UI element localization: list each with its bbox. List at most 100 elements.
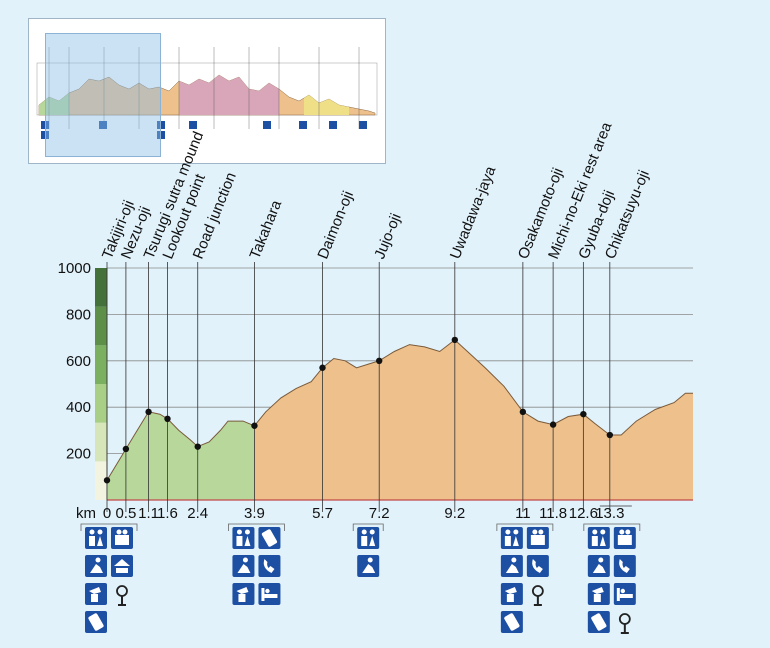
waypoint-marker — [251, 422, 258, 429]
x-tick-label: 12.6 — [569, 505, 598, 522]
elevation-scale-segment — [95, 422, 107, 462]
toilet-icon — [357, 527, 380, 549]
water-icon-spout — [591, 587, 604, 594]
waypoint-marker — [580, 410, 587, 418]
phone-icon — [258, 555, 281, 577]
water-icon-spout — [89, 587, 101, 594]
amenity-group — [228, 523, 285, 605]
water-icon-spout — [236, 587, 249, 594]
amenity-group-bracket — [352, 523, 384, 531]
toilet-icon-woman-body — [244, 536, 251, 546]
phone-icon-bg — [526, 555, 549, 577]
profile-line — [106, 339, 693, 481]
info-point-icon-head — [116, 585, 128, 597]
phone-icon — [526, 555, 549, 577]
toilet-icon-woman-body — [97, 536, 103, 546]
shop-icon-left-loop — [619, 529, 625, 535]
profile-section-area — [107, 411, 255, 500]
shop-icon — [613, 527, 636, 549]
water-icon — [232, 583, 255, 605]
phone-card-icon-card — [504, 613, 520, 631]
y-tick-label: 400 — [66, 399, 91, 416]
phone-card-icon-card — [88, 613, 104, 631]
lodging-icon — [258, 583, 281, 605]
shelter-icon-bench — [116, 568, 128, 573]
waypoint-marker — [164, 415, 171, 422]
phone-icon-handset — [619, 559, 630, 573]
profile-section-area — [254, 339, 693, 500]
shelter-icon — [111, 555, 133, 577]
rest-icon — [587, 555, 610, 577]
phone-card-icon — [587, 611, 610, 633]
toilet-icon-woman-head — [97, 529, 103, 535]
phone-card-icon-card — [591, 613, 607, 631]
y-tick-label: 1000 — [58, 260, 91, 277]
water-icon-spout — [504, 587, 517, 594]
toilet-icon-bg — [357, 527, 380, 549]
toilet-icon-man-head — [592, 529, 598, 535]
lodging-icon-headboard — [261, 588, 265, 601]
toilet-icon-man-body — [591, 536, 598, 546]
info-point-icon — [618, 613, 631, 634]
amenity-group-bracket — [80, 523, 138, 531]
amenity-group — [352, 523, 384, 577]
amenity-group-bracket — [583, 523, 641, 531]
x-tick-label: 5.7 — [312, 505, 333, 522]
shop-icon-left-loop — [532, 529, 538, 535]
phone-card-icon — [258, 527, 281, 549]
toilet-icon-man-body — [236, 536, 243, 546]
rest-icon-head — [367, 557, 373, 563]
toilet-icon-woman-body — [599, 536, 606, 546]
elevation-scale-segment — [95, 345, 107, 384]
info-point-icon — [531, 585, 544, 606]
rest-icon-head — [95, 557, 101, 563]
toilet-icon-man-head — [236, 529, 242, 535]
x-tick-label: 9.2 — [444, 505, 465, 522]
waypoint-marker — [319, 364, 326, 371]
shop-icon-box — [115, 535, 129, 545]
waypoint-name-label: Jujo-oji — [371, 211, 405, 261]
toilet-icon-bg — [587, 527, 610, 549]
y-tick-label: 600 — [66, 353, 91, 370]
rest-icon-body — [505, 564, 519, 573]
rest-icon — [232, 555, 255, 577]
waypoint-name-label: Daimon-oji — [314, 189, 357, 262]
toilet-icon-man-head — [505, 529, 511, 535]
waypoint-marker — [194, 443, 201, 450]
elevation-scale-segment — [95, 461, 107, 500]
toilet-icon-woman-head — [513, 529, 519, 535]
waypoint-name-label: Takahara — [246, 197, 285, 261]
x-tick-label: 0 — [103, 505, 111, 522]
x-tick-label: 0.5 — [115, 505, 136, 522]
x-tick-label: 7.2 — [369, 505, 390, 522]
x-tick-label: 11.8 — [539, 505, 567, 522]
toilet-icon — [587, 527, 610, 549]
phone-icon-bg — [258, 555, 281, 577]
x-tick-label: 11 — [515, 505, 531, 522]
lodging-icon-headboard — [616, 588, 620, 601]
toilet-icon — [85, 527, 107, 549]
toilet-icon-woman-head — [244, 529, 250, 535]
shop-icon-right-loop — [122, 529, 128, 535]
phone-card-icon — [500, 611, 523, 633]
toilet-icon-man-head — [89, 529, 95, 535]
info-point-icon-head — [531, 585, 544, 597]
phone-icon — [613, 555, 636, 577]
minimap-current-section-highlight[interactable] — [45, 33, 161, 157]
waypoint-marker — [103, 477, 111, 484]
phone-card-icon — [85, 611, 107, 633]
waypoint-marker — [145, 408, 152, 416]
amenity-group — [80, 523, 138, 633]
y-tick-label: 800 — [66, 306, 91, 323]
rest-icon-head — [598, 557, 604, 563]
route-overview-minimap[interactable] — [28, 18, 386, 164]
info-point-icon — [116, 585, 128, 606]
toilet-icon-woman-body — [369, 536, 376, 546]
rest-icon — [85, 555, 107, 577]
phone-icon-handset — [532, 559, 543, 573]
toilet-icon-woman-head — [600, 529, 606, 535]
lodging-icon-bed — [619, 594, 633, 598]
rest-icon-body — [90, 564, 103, 573]
amenity-group — [583, 523, 641, 634]
